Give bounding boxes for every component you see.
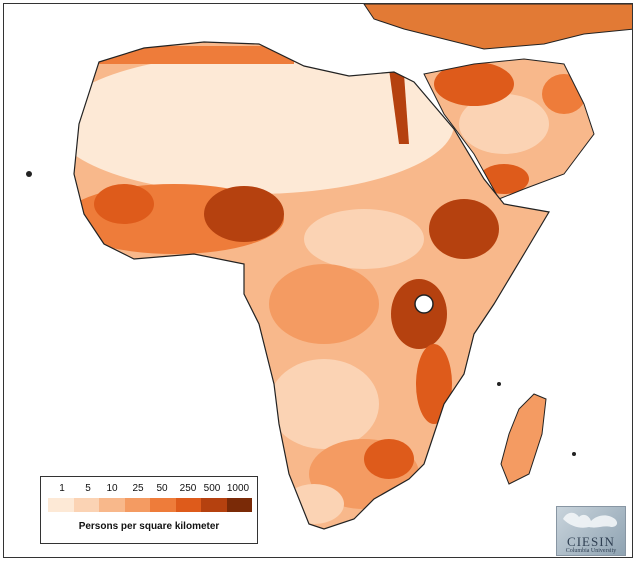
- legend-tick: 1: [59, 483, 65, 494]
- legend-swatch: [99, 498, 125, 512]
- island: [26, 171, 32, 177]
- legend-swatch: [201, 498, 227, 512]
- legend-title: Persons per square kilometer: [78, 521, 220, 532]
- world-map-icon: [563, 512, 618, 528]
- legend-tick: 250: [179, 483, 197, 494]
- logo-subtitle: Columbia University: [565, 548, 617, 554]
- legend-tick: 10: [106, 483, 118, 494]
- europe-landmass: [363, 4, 632, 50]
- map-frame: 1 5 10 25 50 250 500 1000 Persons per sq…: [3, 3, 633, 558]
- madagascar: [500, 393, 547, 485]
- legend-swatch: [124, 498, 150, 512]
- arabia-outline: [423, 58, 595, 200]
- lake-victoria: [414, 294, 434, 314]
- legend-swatch: [226, 498, 252, 512]
- legend: 1 5 10 25 50 250 500 1000 Persons per sq…: [40, 476, 258, 544]
- logo-name: CIESIN: [567, 534, 615, 549]
- africa-outline: [73, 41, 550, 530]
- legend-swatch: [175, 498, 201, 512]
- ciesin-logo: CIESIN Columbia University: [556, 506, 626, 556]
- legend-tick: 1000: [226, 483, 250, 494]
- island: [497, 382, 501, 386]
- island: [572, 452, 576, 456]
- population-density-map: [26, 4, 632, 530]
- legend-tick: 25: [132, 483, 144, 494]
- legend-ticks: 1 5 10 25 50 250 500 1000: [50, 483, 250, 497]
- legend-tick: 50: [156, 483, 168, 494]
- legend-swatch: [73, 498, 99, 512]
- legend-tick: 500: [203, 483, 221, 494]
- legend-color-bar: [48, 498, 252, 512]
- legend-swatch: [150, 498, 176, 512]
- legend-swatch: [48, 498, 74, 512]
- legend-tick: 5: [85, 483, 91, 494]
